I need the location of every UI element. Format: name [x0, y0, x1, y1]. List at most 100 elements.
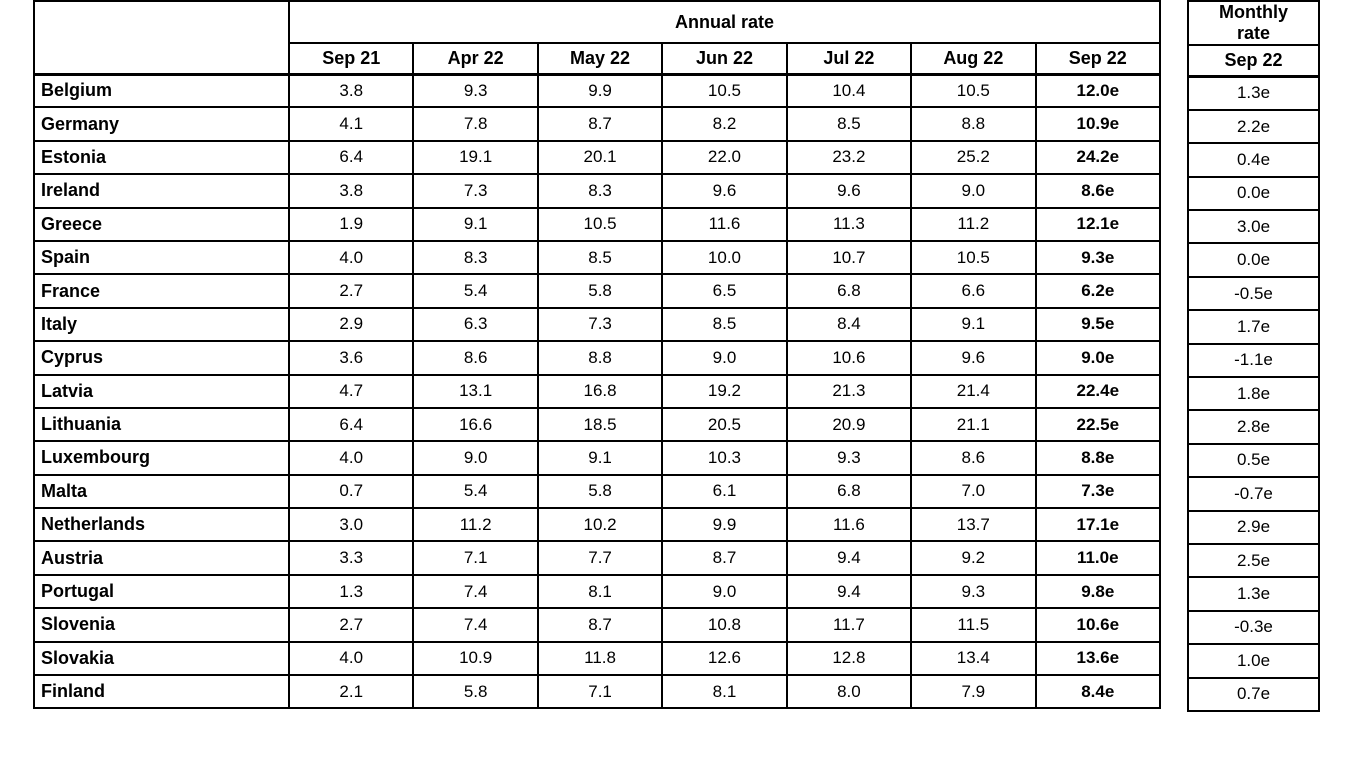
country-label: Slovakia [33, 640, 290, 677]
table-row: Lithuania 6.4 16.6 18.5 20.5 20.9 21.1 22.5e [33, 406, 1162, 443]
country-label: Greece [33, 206, 290, 242]
annual-value: 21.3 [785, 373, 913, 409]
monthly-table-row: -0.7e [1187, 476, 1320, 512]
annual-value: 10.5 [910, 72, 1037, 109]
monthly-table-row: 2.9e [1187, 509, 1320, 545]
annual-value: 6.5 [661, 273, 788, 309]
annual-value: 9.9 [536, 72, 664, 109]
annual-value: 9.0 [412, 440, 539, 476]
annual-value: 8.1 [536, 573, 664, 610]
monthly-rate-table: Monthly rate Sep 22 1.3e 2.2e 0.4e 0.0e 3.0e… [1187, 0, 1320, 712]
annual-value: 11.3 [785, 206, 913, 242]
annual-value: 5.8 [536, 473, 664, 510]
country-label: France [33, 273, 290, 309]
annual-value: 10.8 [661, 607, 788, 643]
annual-value: 8.8 [910, 106, 1037, 142]
annual-value: 10.0 [661, 239, 788, 276]
country-label: Spain [33, 239, 290, 276]
annual-value-latest-estimate: 9.0e [1034, 340, 1162, 376]
monthly-value: 2.5e [1187, 542, 1320, 579]
monthly-table-row: 3.0e [1187, 209, 1320, 245]
table-row: Finland 2.1 5.8 7.1 8.1 8.0 7.9 8.4e [33, 674, 1162, 710]
annual-value: 22.0 [661, 139, 788, 176]
annual-month-header-aug-22: Aug 22 [910, 42, 1037, 76]
annual-value: 6.8 [785, 473, 913, 510]
annual-value-latest-estimate: 22.5e [1034, 406, 1162, 443]
country-label: Slovenia [33, 607, 290, 643]
annual-value: 9.2 [910, 540, 1037, 576]
annual-value: 2.7 [287, 273, 415, 309]
monthly-table-row: 2.2e [1187, 108, 1320, 145]
country-label: Luxembourg [33, 440, 290, 476]
annual-value: 4.0 [287, 640, 415, 677]
table-row: Belgium 3.8 9.3 9.9 10.5 10.4 10.5 12.0e [33, 72, 1162, 109]
monthly-value: -0.5e [1187, 275, 1320, 312]
annual-value: 4.0 [287, 239, 415, 276]
annual-value: 7.4 [412, 573, 539, 610]
country-label: Ireland [33, 173, 290, 209]
annual-value: 20.9 [785, 406, 913, 443]
annual-value: 9.6 [661, 173, 788, 209]
annual-value: 8.0 [785, 674, 913, 710]
monthly-value: 0.4e [1187, 142, 1320, 178]
annual-value-latest-estimate: 12.0e [1034, 72, 1162, 109]
country-label: Italy [33, 306, 290, 343]
monthly-table-row: 1.3e [1187, 576, 1320, 612]
annual-value: 3.6 [287, 340, 415, 376]
annual-value-latest-estimate: 6.2e [1034, 273, 1162, 309]
annual-value: 1.9 [287, 206, 415, 242]
table-row: Luxembourg 4.0 9.0 9.1 10.3 9.3 8.6 8.8e [33, 440, 1162, 476]
annual-value: 8.6 [910, 440, 1037, 476]
annual-value-latest-estimate: 10.6e [1034, 607, 1162, 643]
annual-value: 9.3 [785, 440, 913, 476]
annual-value: 3.0 [287, 507, 415, 543]
monthly-table-row: -0.5e [1187, 275, 1320, 312]
annual-value: 11.2 [910, 206, 1037, 242]
annual-value-latest-estimate: 24.2e [1034, 139, 1162, 176]
annual-value: 6.4 [287, 139, 415, 176]
annual-value: 8.1 [661, 674, 788, 710]
annual-value: 10.5 [910, 239, 1037, 276]
country-label: Malta [33, 473, 290, 510]
annual-value: 12.8 [785, 640, 913, 677]
annual-value: 18.5 [536, 406, 664, 443]
annual-value: 11.6 [785, 507, 913, 543]
annual-value: 9.1 [536, 440, 664, 476]
annual-value: 8.7 [661, 540, 788, 576]
annual-value: 20.5 [661, 406, 788, 443]
annual-value: 9.0 [910, 173, 1037, 209]
annual-value: 11.5 [910, 607, 1037, 643]
annual-month-header-apr-22: Apr 22 [412, 42, 539, 76]
monthly-value: 1.3e [1187, 576, 1320, 612]
annual-value: 7.7 [536, 540, 664, 576]
annual-value: 6.3 [412, 306, 539, 343]
annual-value: 6.6 [910, 273, 1037, 309]
country-label: Cyprus [33, 340, 290, 376]
annual-value: 8.6 [412, 340, 539, 376]
annual-value: 9.6 [910, 340, 1037, 376]
annual-value: 10.9 [412, 640, 539, 677]
monthly-value: -0.7e [1187, 476, 1320, 512]
annual-value: 13.4 [910, 640, 1037, 677]
annual-value: 6.4 [287, 406, 415, 443]
monthly-value: 1.8e [1187, 375, 1320, 412]
annual-value-latest-estimate: 17.1e [1034, 507, 1162, 543]
annual-value: 6.1 [661, 473, 788, 510]
country-label: Finland [33, 674, 290, 710]
inflation-rates-table-page: Annual rate Sep 21 Apr 22 May 22 Jun 22 Jul … [33, 0, 1320, 712]
monthly-table-row: 0.0e [1187, 175, 1320, 212]
table-row: Greece 1.9 9.1 10.5 11.6 11.3 11.2 12.1e [33, 206, 1162, 242]
annual-value: 11.8 [536, 640, 664, 677]
table-row: Austria 3.3 7.1 7.7 8.7 9.4 9.2 11.0e [33, 540, 1162, 576]
monthly-value: 2.9e [1187, 509, 1320, 545]
annual-value: 0.7 [287, 473, 415, 510]
country-column-header [33, 0, 290, 76]
annual-value-latest-estimate: 10.9e [1034, 106, 1162, 142]
annual-value: 3.8 [287, 72, 415, 109]
annual-rate-group-header: Annual rate [288, 0, 1161, 44]
annual-value-latest-estimate: 8.4e [1034, 674, 1162, 710]
annual-value: 7.1 [536, 674, 664, 710]
annual-value: 9.4 [785, 540, 913, 576]
annual-value: 9.1 [910, 306, 1037, 343]
table-row: Portugal 1.3 7.4 8.1 9.0 9.4 9.3 9.8e [33, 573, 1162, 610]
